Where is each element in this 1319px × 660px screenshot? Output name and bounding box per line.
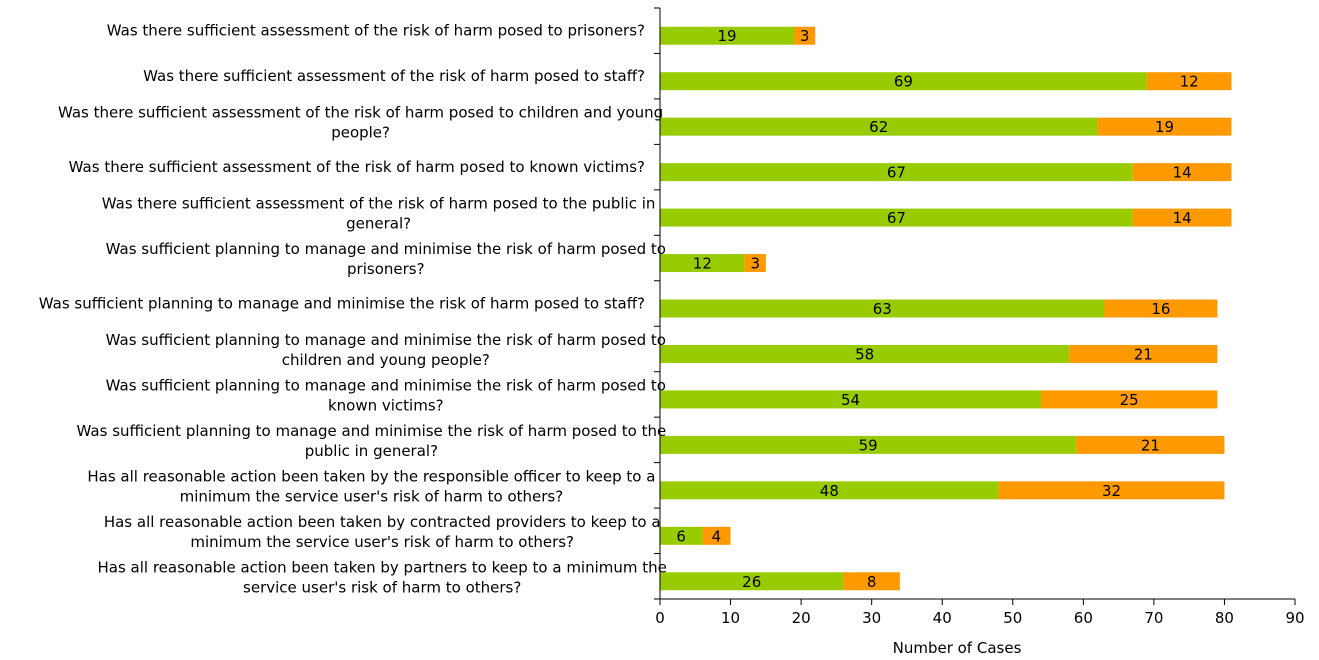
x-tick-label: 20 <box>792 609 811 627</box>
category-label: Was there sufficient assessment of the r… <box>102 195 656 233</box>
x-tick-label: 10 <box>721 609 740 627</box>
data-label: 63 <box>873 300 892 318</box>
data-label: 6 <box>676 527 686 545</box>
data-label: 12 <box>1180 73 1199 91</box>
bar-segment-orange <box>794 26 816 45</box>
data-label: 54 <box>841 391 860 409</box>
bar-segment-green <box>660 481 999 500</box>
data-label: 3 <box>800 27 810 45</box>
data-label: 69 <box>894 73 913 91</box>
category-label: Was sufficient planning to manage and mi… <box>106 376 666 414</box>
data-label: 25 <box>1120 391 1139 409</box>
bar-segment-green <box>660 26 795 45</box>
x-tick-label: 80 <box>1215 609 1234 627</box>
data-label: 12 <box>693 255 712 273</box>
bar-segment-green <box>660 254 745 273</box>
data-label: 32 <box>1102 482 1121 500</box>
bar-segment-green <box>660 299 1105 318</box>
category-label: Has all reasonable action been taken by … <box>104 513 661 551</box>
category-labels: Was there sufficient assessment of the r… <box>39 22 667 597</box>
bar-segment-green <box>660 526 703 545</box>
x-tick-label: 70 <box>1144 609 1163 627</box>
bar-segment-green <box>660 344 1070 363</box>
bar-segment-green <box>660 163 1133 182</box>
data-label: 67 <box>887 164 906 182</box>
bar-segment-orange <box>744 254 766 273</box>
axes: 0 10 20 30 40 50 60 70 80 90 <box>654 7 1305 627</box>
bar-segment-orange <box>843 572 900 591</box>
x-tick-label: 0 <box>655 609 665 627</box>
bar-segment-orange <box>1146 72 1232 91</box>
x-tick-label: 60 <box>1074 609 1093 627</box>
data-label: 16 <box>1151 300 1170 318</box>
data-label: 62 <box>869 118 888 136</box>
data-label: 19 <box>717 27 736 45</box>
data-label: 19 <box>1155 118 1174 136</box>
bar-segment-green <box>660 208 1133 227</box>
category-label: Was there sufficient assessment of the r… <box>143 67 645 85</box>
category-label: Was sufficient planning to manage and mi… <box>39 295 645 313</box>
data-label: 8 <box>867 573 877 591</box>
data-label: 3 <box>750 255 760 273</box>
bar-segment-orange <box>1041 390 1218 409</box>
bar-segment-orange <box>998 481 1225 500</box>
category-label: Was there sufficient assessment of the r… <box>58 104 663 142</box>
category-label: Was sufficient planning to manage and mi… <box>106 240 666 278</box>
x-tick-label: 30 <box>862 609 881 627</box>
bar-segment-green <box>660 390 1041 409</box>
x-tick-label: 50 <box>1003 609 1022 627</box>
bar-segment-green <box>660 72 1147 91</box>
data-label: 26 <box>742 573 761 591</box>
bar-segment-orange <box>1076 435 1225 454</box>
data-label: 4 <box>712 527 722 545</box>
bar-segment-orange <box>1097 117 1232 136</box>
x-axis-title: Number of Cases <box>893 639 1022 657</box>
bar-segment-orange <box>1132 208 1232 227</box>
data-label: 21 <box>1141 436 1160 454</box>
data-label: 14 <box>1173 164 1192 182</box>
bar-segment-orange <box>1132 163 1232 182</box>
x-tick-label: 40 <box>933 609 952 627</box>
data-label: 59 <box>859 436 878 454</box>
category-label: Was sufficient planning to manage and mi… <box>77 422 667 460</box>
x-tick-label: 90 <box>1285 609 1304 627</box>
bar-segment-green <box>660 572 844 591</box>
bar-segment-green <box>660 117 1098 136</box>
bar-segment-orange <box>702 526 731 545</box>
data-label: 67 <box>887 209 906 227</box>
category-label: Has all reasonable action been taken by … <box>87 467 655 505</box>
data-label: 21 <box>1134 345 1153 363</box>
category-label: Was sufficient planning to manage and mi… <box>106 331 666 369</box>
bar-segment-green <box>660 435 1077 454</box>
bar-segment-orange <box>1069 344 1218 363</box>
data-label: 48 <box>820 482 839 500</box>
data-label: 14 <box>1173 209 1192 227</box>
bar-segment-orange <box>1104 299 1218 318</box>
data-label: 58 <box>855 345 874 363</box>
category-label: Was there sufficient assessment of the r… <box>69 158 645 176</box>
category-label: Was there sufficient assessment of the r… <box>107 22 645 40</box>
category-label: Has all reasonable action been taken by … <box>97 558 666 596</box>
